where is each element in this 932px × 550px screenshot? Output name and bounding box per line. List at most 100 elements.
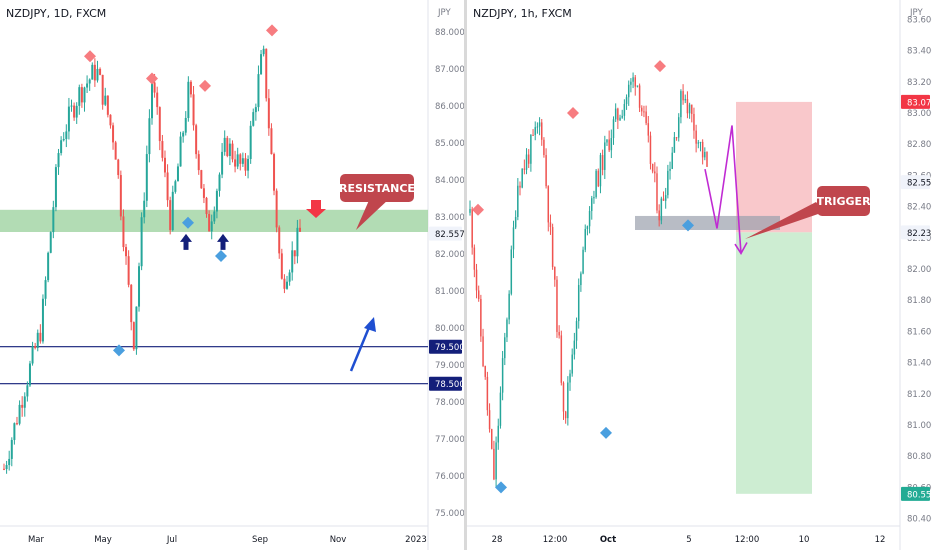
y-tick-label: 83.400 [907, 47, 932, 57]
candle-body [265, 48, 268, 99]
y-tick-label: 77.000 [435, 435, 464, 445]
candle-body [499, 392, 502, 426]
candle-body [200, 170, 203, 189]
candle-body [169, 200, 172, 231]
candle-body [671, 152, 673, 169]
candle-body [493, 448, 495, 480]
y-tick-label: 81.600 [907, 327, 932, 337]
candle-body [213, 211, 216, 222]
swing-low-marker [495, 481, 507, 494]
candle-body [192, 94, 195, 126]
left-chart-pane[interactable]: JPY 75.000 76.000 77.000 78.000 79.000 80.000 8… [0, 0, 464, 550]
daily-chart[interactable]: JPY 75.000 76.000 77.000 78.000 79.000 80.000 8… [0, 0, 464, 550]
candle-body [595, 170, 597, 198]
up-arrow-icon [217, 233, 229, 250]
candle-body [267, 98, 270, 129]
candle-body [249, 125, 252, 159]
candle-body [158, 107, 161, 142]
swing-low-marker [215, 250, 227, 263]
y-tick-label: 81.400 [907, 359, 932, 369]
candle-body [527, 154, 530, 164]
candle-body [28, 363, 31, 386]
y-tick-label: 87.000 [435, 65, 464, 75]
candle-body [543, 139, 545, 156]
candle-body [486, 376, 489, 411]
candle-body [283, 278, 286, 289]
candle-body [560, 335, 563, 383]
candle-body [132, 322, 135, 350]
candle-body [501, 358, 504, 393]
pane-divider[interactable] [464, 0, 467, 550]
candle-body [684, 99, 687, 101]
candle-body [275, 190, 278, 228]
candle-body [521, 168, 523, 188]
candle-body [545, 155, 547, 187]
candle-body [260, 54, 263, 75]
candle-body [174, 181, 177, 192]
candle-body [495, 442, 497, 480]
right-chart-title: NZDJPY, 1h, FXCM [473, 7, 572, 20]
candle-body [623, 103, 626, 116]
candle-body [691, 104, 693, 114]
y-tick-label: 82.400 [907, 203, 932, 213]
candle-body [597, 170, 600, 187]
candle-body [86, 83, 89, 88]
y-tick-label: 82.800 [907, 140, 932, 150]
candle-body [221, 151, 224, 175]
candle-body [80, 87, 83, 103]
candle-body [145, 154, 148, 201]
candle-body [52, 207, 55, 233]
y-tick-label: 85.000 [435, 139, 464, 149]
candle-body [278, 227, 281, 254]
price-label-box [901, 486, 930, 501]
price-label: 80.559 [907, 490, 932, 500]
candle-body [664, 195, 667, 201]
candle-body [586, 226, 589, 230]
candle-body [473, 247, 476, 270]
candle-body [119, 175, 122, 217]
y-tick-label: 75.000 [435, 509, 464, 519]
hourly-chart[interactable]: JPY80.40080.60080.80081.00081.20081.4008… [467, 0, 932, 550]
x-tick-label: Nov [330, 535, 347, 545]
candle-body [15, 423, 18, 425]
right-chart-pane[interactable]: JPY80.40080.60080.80081.00081.20081.4008… [467, 0, 932, 550]
candle-body [241, 158, 244, 164]
candle-body [239, 154, 242, 164]
candle-body [8, 458, 11, 466]
candle-body [556, 279, 558, 332]
candle-body [564, 411, 567, 419]
candle-body [166, 172, 169, 201]
candle-body [571, 354, 573, 374]
price-label-box [901, 94, 930, 109]
candle-body [562, 382, 565, 412]
candle-body [176, 166, 179, 182]
candle-body [695, 130, 697, 144]
candle-body [127, 256, 130, 285]
candle-body [114, 142, 117, 160]
candle-body [641, 107, 643, 112]
candle-body [130, 284, 133, 323]
candle-body [135, 306, 138, 350]
swing-high-marker [199, 79, 211, 92]
y-tick-label: 81.000 [435, 287, 464, 297]
candle-body [179, 136, 182, 167]
candle-body [538, 122, 541, 127]
candle-body [187, 81, 190, 118]
candle-body [604, 142, 606, 170]
x-tick-label: 5 [686, 535, 691, 545]
candle-body [93, 64, 96, 81]
x-tick-label: Sep [252, 535, 268, 545]
candle-body [591, 198, 593, 211]
candle-body [512, 227, 515, 250]
candle-body [617, 108, 619, 121]
candle-body [273, 154, 276, 191]
candle-body [541, 122, 543, 140]
candle-body [508, 293, 510, 320]
candle-body [577, 285, 580, 322]
y-tick-label: 88.000 [435, 28, 464, 38]
candle-body [625, 97, 628, 104]
candle-body [47, 252, 50, 281]
candle-body [75, 105, 78, 118]
y-tick-label: 80.000 [435, 324, 464, 334]
take-profit-zone [736, 232, 812, 494]
